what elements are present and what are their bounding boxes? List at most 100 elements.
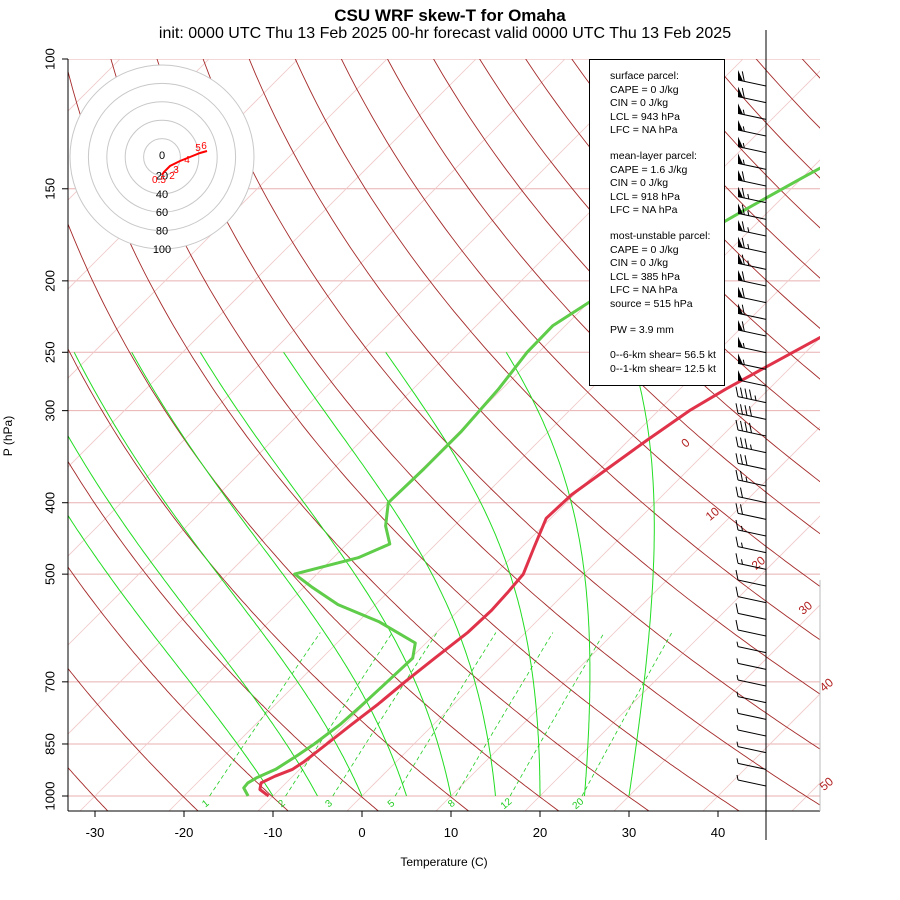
wind-barb-feather (740, 470, 743, 482)
wind-barb (735, 486, 767, 504)
wind-barb-staff (737, 429, 767, 437)
wind-barb (735, 569, 767, 587)
isotherm-label: 30 (796, 598, 815, 618)
wind-barb-pennant (738, 203, 743, 215)
wind-barb-half-feather (742, 342, 745, 349)
chart-title: CSU WRF skew-T for Omaha (334, 6, 566, 25)
wind-barb-staff (737, 296, 767, 304)
x-axis-label: Temperature (C) (400, 855, 487, 869)
mixing-ratio-label: 12 (499, 796, 515, 812)
mixing-ratio-label: 1 (200, 798, 212, 810)
dry-adiabat (294, 59, 820, 641)
wind-barb-feather (735, 436, 739, 447)
wind-barb-feather (735, 419, 739, 431)
most-unstable-lfc: LFC = NA hPa (610, 284, 678, 297)
dry-adiabat (801, 59, 820, 79)
wind-barb-feather (741, 287, 745, 299)
wind-barb-staff (737, 279, 767, 287)
wind-barb-pennant (738, 353, 743, 365)
dry-adiabat (340, 59, 820, 587)
wind-barb-pennant (738, 220, 743, 231)
wind-barb-pennant (738, 286, 743, 298)
wind-barb (735, 453, 767, 470)
wind-barb-half-feather (747, 193, 750, 200)
wind-barb-staff (737, 379, 767, 387)
y-axis-label: P (hPa) (1, 416, 15, 456)
wind-barb-half-feather (736, 641, 739, 647)
wind-barb-staff (737, 562, 767, 570)
wind-barb (737, 270, 767, 287)
mixing-ratio-line (455, 632, 554, 797)
isotherm-line (346, 337, 820, 811)
isotherm-line (68, 59, 655, 646)
wind-barb-half-feather (747, 227, 750, 233)
wind-barb-feather (741, 254, 745, 265)
wind-barb-pennant (738, 303, 743, 315)
hodograph-ring-label: 40 (156, 189, 168, 201)
wind-barb-half-feather (736, 758, 739, 764)
mixing-ratio-line (285, 632, 393, 797)
moist-adiabat (68, 514, 274, 797)
wind-barb (735, 586, 767, 604)
isotherm-line (524, 515, 820, 811)
wind-barbs (735, 30, 767, 840)
mean-layer-lfc: LFC = NA hPa (610, 204, 678, 217)
y-tick-label: 300 (43, 400, 58, 422)
mixing-ratio-line (209, 632, 321, 797)
dry-adiabat (68, 460, 380, 811)
wind-barb-pennant (738, 86, 743, 98)
dry-adiabat (68, 566, 289, 811)
mixing-ratio-label: 8 (446, 798, 458, 810)
wind-barb (737, 120, 767, 137)
wind-barb-staff (737, 512, 767, 520)
wind-barb (735, 503, 767, 520)
wind-barb-staff (737, 746, 767, 754)
wind-barb-feather (735, 553, 739, 564)
wind-barb-staff (737, 146, 767, 154)
wind-barb (737, 220, 767, 237)
wind-barb (735, 603, 767, 620)
most-unstable-parcel-block: most-unstable parcel: CAPE = 0 J/kg CIN … (610, 230, 724, 312)
wind-barb-feather (740, 437, 743, 448)
wind-barb-half-feather (747, 243, 750, 250)
hodograph-ring (106, 101, 218, 213)
wind-barb-pennant (738, 120, 743, 131)
wind-barb (736, 758, 767, 770)
wind-barb-feather (744, 405, 748, 416)
wind-barb (737, 336, 767, 354)
dry-adiabat (833, 43, 900, 812)
wind-barb (735, 436, 767, 454)
wind-barb-half-feather (742, 126, 745, 132)
wind-barb-staff (737, 412, 767, 420)
most-unstable-cape: CAPE = 0 J/kg (610, 243, 679, 256)
wind-barb-staff (737, 329, 767, 337)
isotherm-line (791, 782, 820, 811)
wind-barb-feather (749, 406, 752, 417)
wind-barb-feather (735, 469, 739, 481)
wind-barb (737, 70, 767, 87)
wind-barb-feather (735, 586, 739, 597)
x-tick-label: 10 (444, 825, 458, 840)
y-tick-label: 150 (43, 178, 58, 200)
wind-barb (737, 286, 767, 304)
wind-barb-feather (741, 237, 745, 249)
mean-layer-cin: CIN = 0 J/kg (610, 177, 669, 190)
wind-barb-feather (735, 503, 739, 514)
wind-barb-staff (737, 362, 767, 370)
wind-barb-feather (740, 504, 743, 515)
wind-barb-feather (735, 486, 739, 497)
wind-barb (737, 186, 767, 204)
x-tick-label: -30 (86, 825, 105, 840)
wind-barb-feather (741, 321, 745, 332)
hodograph-point-label: 4 (184, 155, 190, 166)
surface-cape: CAPE = 0 J/kg (610, 83, 679, 96)
y-tick-label: 700 (43, 671, 58, 693)
hodograph-point-label: 3 (173, 165, 179, 176)
hodograph-ring (143, 138, 181, 176)
isotherm-line (68, 59, 388, 379)
wind-barb (735, 553, 767, 570)
wind-barb-half-feather (745, 476, 748, 483)
wind-barb (736, 641, 767, 654)
most-unstable-cin: CIN = 0 J/kg (610, 257, 669, 270)
chart-subtitle: init: 0000 UTC Thu 13 Feb 2025 00-hr for… (158, 25, 732, 42)
